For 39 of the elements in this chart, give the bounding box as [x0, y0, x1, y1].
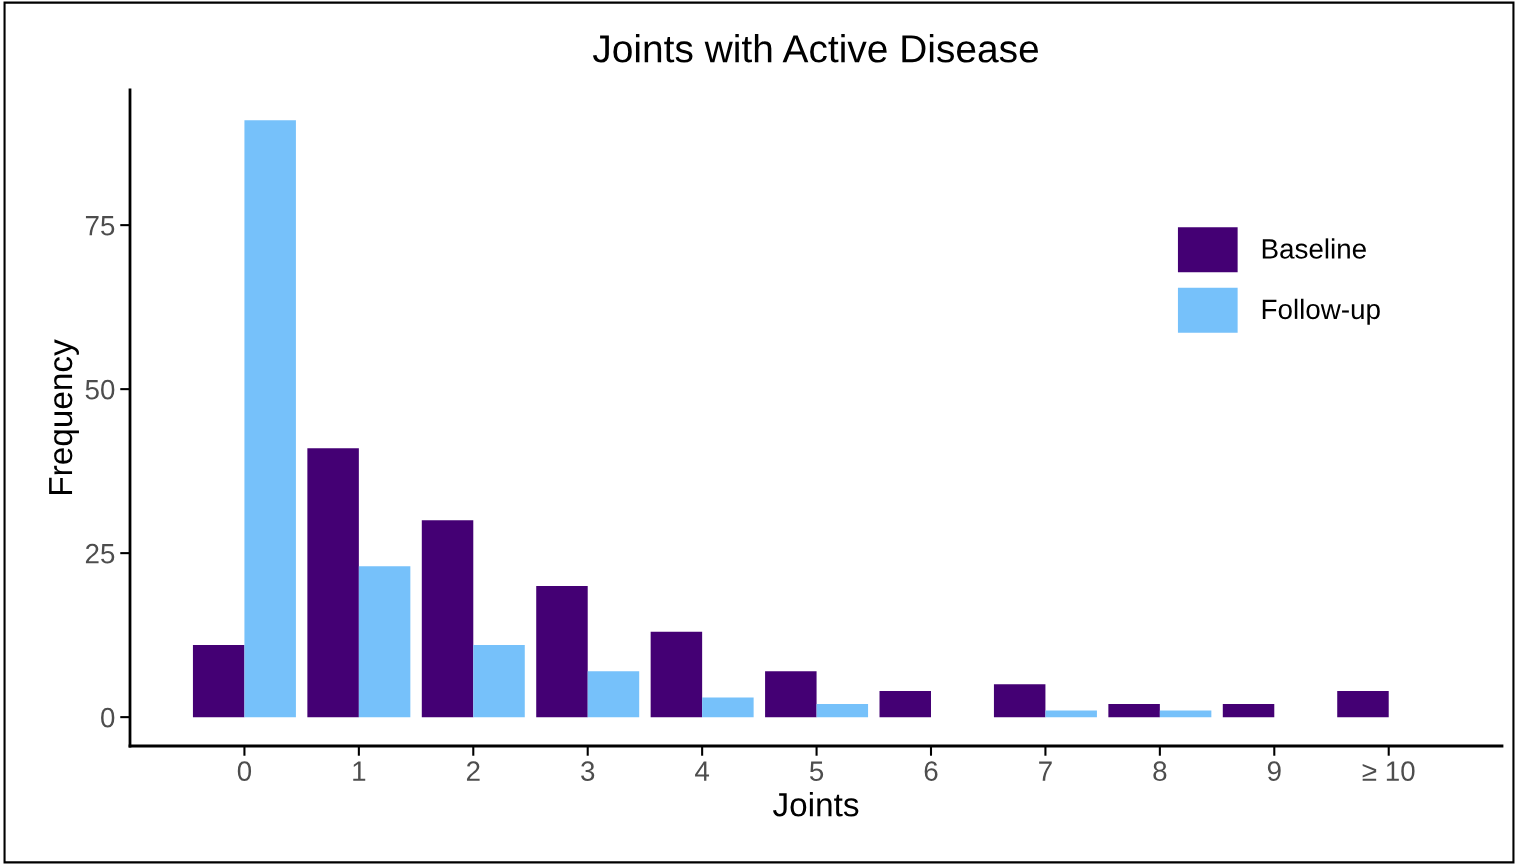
bar [192, 644, 245, 718]
bar [650, 631, 703, 718]
bar [993, 684, 1046, 718]
y-axis-title: Frequency [49, 339, 79, 494]
y-tick-label: 25 [85, 543, 115, 564]
x-tick-label: 4 [695, 761, 710, 781]
x-tick-label: 9 [1267, 761, 1281, 781]
bar [587, 671, 640, 718]
bar [1337, 690, 1389, 718]
legend-label: Baseline [1262, 238, 1366, 259]
x-tick-label: 7 [1039, 761, 1052, 781]
bar [244, 120, 296, 718]
bar [1159, 710, 1212, 718]
bar [816, 704, 869, 718]
bar [307, 448, 359, 718]
y-tick-label: 50 [85, 379, 115, 400]
bar [702, 697, 754, 718]
legend-label: Follow-up [1262, 298, 1380, 325]
chart-title: Joints with Active Disease [592, 34, 1038, 63]
x-axis-title: Joints [772, 792, 859, 817]
x-tick-label: ≥ 10 [1362, 761, 1415, 781]
bar [1108, 704, 1160, 718]
bar [1045, 710, 1097, 718]
x-tick-label: 3 [581, 761, 595, 781]
bar [358, 566, 411, 718]
y-tick-label: 0 [101, 707, 115, 728]
bar [473, 644, 525, 718]
bar [765, 671, 817, 718]
x-tick-label: 6 [924, 761, 938, 781]
x-tick-label: 8 [1153, 761, 1167, 781]
bar [879, 690, 931, 718]
y-tick-label: 75 [85, 216, 115, 236]
x-tick-label: 1 [353, 761, 366, 781]
x-tick-label: 2 [466, 761, 480, 781]
bar [536, 585, 588, 718]
x-tick-label: 0 [237, 761, 252, 781]
x-tick-label: 5 [809, 761, 824, 781]
bar [421, 520, 474, 718]
bar [1222, 704, 1275, 718]
